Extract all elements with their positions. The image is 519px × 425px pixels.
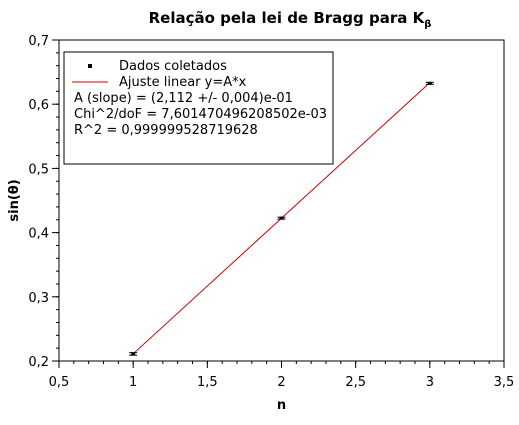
chart-title-subscript: β xyxy=(424,19,431,30)
x-tick-label: 3 xyxy=(426,375,434,390)
legend-entry: Ajuste linear y=A*x xyxy=(119,75,247,90)
data-point xyxy=(131,352,136,356)
data-point xyxy=(427,81,432,85)
legend-entry: Dados coletados xyxy=(119,59,227,74)
y-axis-title: sin(θ) xyxy=(7,179,22,221)
y-tick-label: 0,7 xyxy=(28,34,49,49)
chart-title: Relação pela lei de Bragg para Kβ xyxy=(149,9,432,30)
x-tick-label: 0,5 xyxy=(49,375,70,390)
x-tick-label: 2,5 xyxy=(345,375,366,390)
x-tick-label: 2 xyxy=(277,375,285,390)
x-tick-label: 1 xyxy=(129,375,137,390)
plot-frame xyxy=(58,39,505,362)
fit-annotation: R^2 = 0,999999528719628 xyxy=(74,123,258,138)
fit-annotation: A (slope) = (2,112 +/- 0,004)e-01 xyxy=(74,91,293,106)
y-tick-label: 0,2 xyxy=(28,355,49,370)
y-tick-label: 0,4 xyxy=(28,227,49,242)
x-tick-label: 3,5 xyxy=(494,375,515,390)
y-tick-label: 0,3 xyxy=(28,291,49,306)
y-tick-label: 0,5 xyxy=(28,162,49,177)
legend-marker xyxy=(88,64,92,68)
x-axis-ticks: 0,5 1 1,5 2 2,5 3 3,5 xyxy=(49,361,515,390)
data-point xyxy=(279,216,284,220)
chart-title-main: Relação pela lei de Bragg para K xyxy=(149,9,426,27)
fit-annotation: Chi^2/doF = 7,601470496208502e-03 xyxy=(74,107,327,122)
y-axis-ticks: 0,2 0,3 0,4 0,5 0,6 0,7 xyxy=(28,34,59,370)
legend-box xyxy=(63,51,334,165)
x-axis-title: n xyxy=(277,398,286,413)
x-tick-label: 1,5 xyxy=(197,375,218,390)
chart-title-group: Relação pela lei de Bragg para Kβ xyxy=(149,9,432,30)
y-tick-label: 0,6 xyxy=(28,98,49,113)
plot-area xyxy=(129,81,434,356)
